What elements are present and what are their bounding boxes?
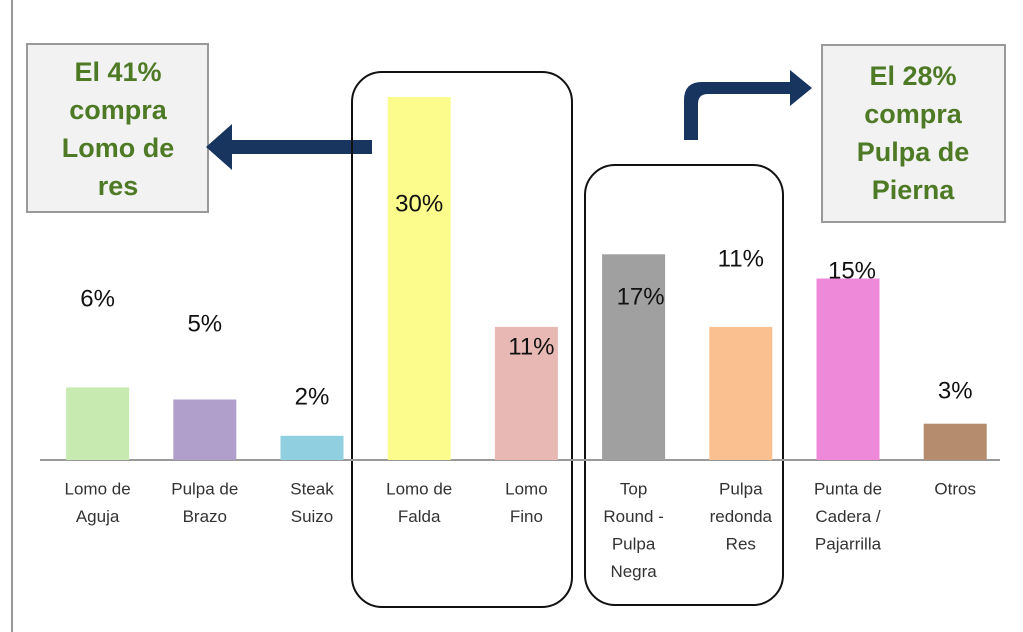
arrow <box>206 124 372 170</box>
annotation-text: compra <box>864 99 963 129</box>
x-tick-label: Res <box>726 534 756 553</box>
x-tick-label: Top <box>620 479 647 498</box>
x-tick-label: Negra <box>610 562 657 581</box>
x-tick-label: Cadera / <box>815 507 880 526</box>
group-outline <box>351 71 573 608</box>
x-tick-label: Fino <box>510 507 543 526</box>
x-tick-label: Pulpa de <box>171 479 238 498</box>
value-label: 3% <box>938 377 973 404</box>
bar <box>709 326 773 460</box>
annotation-text: Pierna <box>872 175 956 205</box>
bar <box>66 387 130 460</box>
arrow <box>684 70 812 140</box>
bar <box>387 97 451 460</box>
x-tick-label: Lomo de <box>386 479 452 498</box>
annotation-text: El 41% <box>74 57 161 87</box>
x-tick-label: Aguja <box>76 507 120 526</box>
x-tick-label: Round - <box>603 507 663 526</box>
x-tick-label: Punta de <box>814 479 882 498</box>
annotation-text: Pulpa de <box>857 137 970 167</box>
x-tick-label: Otros <box>934 479 976 498</box>
x-tick-label: Falda <box>398 507 441 526</box>
x-tick-label: Lomo de <box>65 479 131 498</box>
annotation-text: compra <box>69 95 168 125</box>
annotation-box <box>26 43 209 213</box>
value-label: 11% <box>718 245 764 272</box>
value-label: 11% <box>508 333 554 360</box>
annotation-text: El 28% <box>869 61 956 91</box>
group-outline <box>584 164 784 606</box>
value-label: 2% <box>295 383 330 410</box>
x-tick-label: Lomo <box>505 479 548 498</box>
x-tick-label: Steak <box>290 479 334 498</box>
bar <box>494 326 558 460</box>
annotation-text: res <box>98 171 139 201</box>
x-tick-label: Pulpa <box>612 534 656 553</box>
bar <box>280 435 344 460</box>
x-tick-label: Pajarrilla <box>815 534 882 553</box>
value-label: 17% <box>617 283 665 310</box>
annotation-text: Lomo de <box>62 133 175 163</box>
x-tick-label: Pulpa <box>719 479 763 498</box>
x-tick-label: redonda <box>710 507 773 526</box>
value-label: 15% <box>828 257 876 284</box>
x-tick-label: Suizo <box>291 507 334 526</box>
x-tick-label: Brazo <box>183 507 227 526</box>
value-label: 5% <box>187 310 222 337</box>
bar <box>173 399 237 460</box>
bar <box>923 423 987 460</box>
value-label: 6% <box>80 285 115 312</box>
bar <box>602 254 666 460</box>
annotation-box <box>821 44 1006 223</box>
value-label: 30% <box>395 190 443 217</box>
bar <box>816 278 880 460</box>
